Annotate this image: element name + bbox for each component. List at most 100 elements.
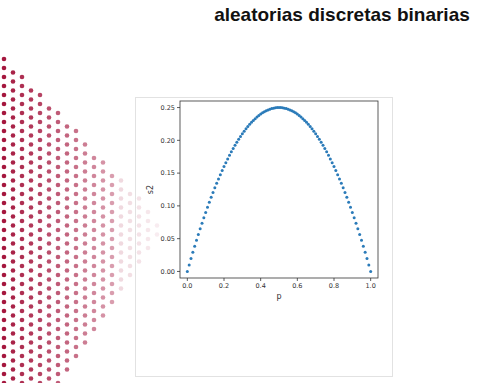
point xyxy=(235,141,238,144)
decor-dot xyxy=(47,322,52,327)
x-tick-label: 0.8 xyxy=(329,282,339,290)
decor-dot xyxy=(56,147,61,152)
point xyxy=(202,216,205,219)
decor-dot xyxy=(2,372,7,377)
decor-dot xyxy=(56,318,61,323)
point xyxy=(320,141,323,144)
y-tick-label: 0.10 xyxy=(161,202,175,210)
decor-dot xyxy=(2,318,7,323)
decor-dot xyxy=(2,66,7,71)
decor-dot xyxy=(29,133,34,138)
decor-dot xyxy=(83,241,88,246)
decor-dot xyxy=(110,255,115,260)
dot-pattern xyxy=(2,57,160,383)
decor-dot xyxy=(20,129,25,134)
decor-dot xyxy=(29,313,34,318)
decor-dot xyxy=(29,259,34,264)
point xyxy=(197,233,200,236)
decor-dot xyxy=(20,102,25,107)
decor-dot xyxy=(47,358,52,363)
decor-dot xyxy=(20,147,25,152)
point xyxy=(219,173,222,176)
point xyxy=(212,191,215,194)
decor-dot xyxy=(11,313,16,318)
decor-dot xyxy=(38,120,43,125)
point xyxy=(323,147,326,150)
decor-dot xyxy=(65,160,70,165)
decor-dot xyxy=(56,156,61,161)
decor-dot xyxy=(65,169,70,174)
decor-dot xyxy=(47,169,52,174)
decor-dot xyxy=(65,241,70,246)
decor-dot xyxy=(83,232,88,237)
x-tick xyxy=(224,278,225,281)
decor-dot xyxy=(2,111,7,116)
point xyxy=(327,154,330,157)
decor-dot xyxy=(11,196,16,201)
decor-dot xyxy=(56,219,61,224)
decor-dot xyxy=(101,169,106,174)
decor-dot xyxy=(65,295,70,300)
decor-dot xyxy=(92,228,97,233)
decor-dot xyxy=(20,138,25,143)
y-tick xyxy=(177,140,180,141)
decor-dot xyxy=(20,156,25,161)
decor-dot xyxy=(2,363,7,368)
point xyxy=(217,177,220,180)
decor-dot xyxy=(29,286,34,291)
x-tick-label: 0.4 xyxy=(255,282,265,290)
decor-dot xyxy=(101,250,106,255)
point xyxy=(312,130,315,133)
decor-dot xyxy=(11,241,16,246)
point xyxy=(186,270,189,273)
decor-dot xyxy=(11,169,16,174)
decor-dot xyxy=(65,214,70,219)
decor-dot xyxy=(11,187,16,192)
decor-dot xyxy=(119,187,124,192)
decor-dot xyxy=(83,151,88,156)
decor-dot xyxy=(29,205,34,210)
decor-dot xyxy=(101,223,106,228)
decor-dot xyxy=(119,241,124,246)
decor-dot xyxy=(2,156,7,161)
decor-dot xyxy=(74,300,79,305)
decor-dot xyxy=(119,250,124,255)
point xyxy=(224,161,227,164)
decor-dot xyxy=(128,264,133,269)
decor-dot xyxy=(110,219,115,224)
decor-dot xyxy=(101,295,106,300)
decor-dot xyxy=(101,277,106,282)
decor-dot xyxy=(83,142,88,147)
decor-dot xyxy=(2,246,7,251)
decor-dot xyxy=(47,214,52,219)
decor-dot xyxy=(128,246,133,251)
point xyxy=(364,251,367,254)
decor-dot xyxy=(56,381,61,383)
decor-dot xyxy=(38,282,43,287)
decor-dot xyxy=(56,300,61,305)
decor-dot xyxy=(11,349,16,354)
decor-dot xyxy=(137,196,142,201)
plot-frame xyxy=(180,101,378,278)
slide: aleatorias discretas binarias0.00.20.40.… xyxy=(0,0,500,383)
decor-dot xyxy=(92,192,97,197)
decor-dot xyxy=(38,255,43,260)
decor-dot xyxy=(11,295,16,300)
decor-dot xyxy=(56,354,61,359)
point xyxy=(366,257,369,260)
decor-dot xyxy=(38,354,43,359)
decor-dot xyxy=(119,232,124,237)
decor-dot xyxy=(65,331,70,336)
decor-dot xyxy=(74,327,79,332)
decor-dot xyxy=(128,201,133,206)
decor-dot xyxy=(11,151,16,156)
decor-dot xyxy=(11,232,16,237)
decor-dot xyxy=(20,183,25,188)
decor-dot xyxy=(11,277,16,282)
decor-dot xyxy=(29,142,34,147)
decor-dot xyxy=(11,88,16,93)
decor-dot xyxy=(11,376,16,381)
decor-dot xyxy=(38,201,43,206)
decor-dot xyxy=(110,237,115,242)
decor-dot xyxy=(11,205,16,210)
